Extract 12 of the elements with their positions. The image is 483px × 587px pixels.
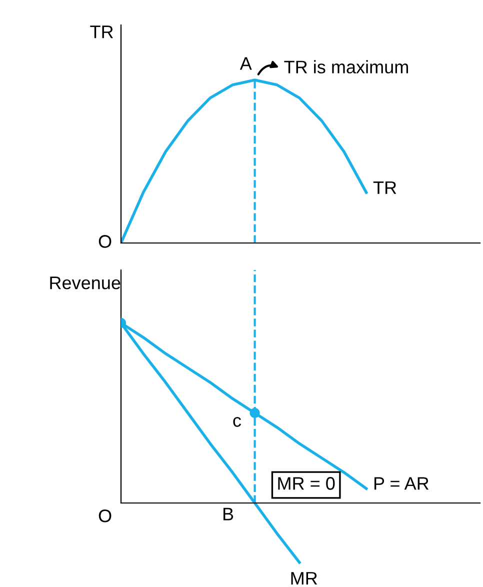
series-label: P = AR (374, 477, 429, 490)
series-label: MR (291, 572, 318, 584)
annotation: O (98, 509, 112, 522)
y-axis-title: TR (90, 26, 113, 38)
text: A (240, 57, 252, 70)
annotation: O (98, 235, 112, 248)
annotation: c (233, 416, 241, 427)
text: TR is maximum (284, 60, 408, 74)
y-axis-title: Revenue (50, 276, 120, 290)
annotation: MR = 0 (278, 477, 335, 490)
series-label: TR (373, 181, 396, 194)
annotation: B (224, 508, 234, 520)
